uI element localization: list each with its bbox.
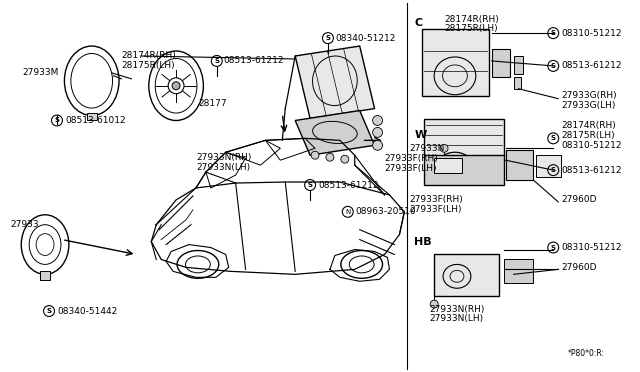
Text: 28174R(RH): 28174R(RH) xyxy=(122,51,176,61)
Bar xyxy=(434,254,499,296)
Text: 27933N(LH): 27933N(LH) xyxy=(429,314,483,324)
Text: 27933F(RH): 27933F(RH) xyxy=(410,195,463,204)
Text: S: S xyxy=(551,135,556,141)
Text: C: C xyxy=(414,18,422,28)
Text: 28175R(LH): 28175R(LH) xyxy=(561,131,615,140)
Text: 27933F(LH): 27933F(LH) xyxy=(410,205,462,214)
Polygon shape xyxy=(295,46,374,119)
Text: 08310-51212: 08310-51212 xyxy=(561,29,621,38)
Text: S: S xyxy=(47,308,52,314)
Text: 28175R(LH): 28175R(LH) xyxy=(122,61,175,70)
Circle shape xyxy=(311,151,319,159)
Circle shape xyxy=(372,128,383,137)
Bar xyxy=(87,113,97,121)
Circle shape xyxy=(168,78,184,94)
Text: 27933G(LH): 27933G(LH) xyxy=(561,101,616,110)
Circle shape xyxy=(172,82,180,90)
Text: S: S xyxy=(308,182,312,188)
Circle shape xyxy=(372,140,383,150)
Text: 28175R(LH): 28175R(LH) xyxy=(444,24,498,33)
Text: 08340-51442: 08340-51442 xyxy=(57,307,117,315)
Bar xyxy=(513,77,522,89)
Text: 08513-61212: 08513-61212 xyxy=(224,57,284,65)
Bar xyxy=(506,150,533,180)
Text: 08340-51212: 08340-51212 xyxy=(335,33,396,43)
Text: 27933N(RH): 27933N(RH) xyxy=(196,153,252,162)
Text: 08513-61212: 08513-61212 xyxy=(561,166,621,174)
Circle shape xyxy=(440,144,448,152)
Text: 08310-51212: 08310-51212 xyxy=(561,243,621,252)
Text: HB: HB xyxy=(414,237,432,247)
Bar xyxy=(513,56,524,74)
Text: 28174R(RH): 28174R(RH) xyxy=(444,15,499,24)
Circle shape xyxy=(372,116,383,125)
Text: 28177: 28177 xyxy=(198,99,227,108)
Text: W: W xyxy=(414,130,426,140)
Text: S: S xyxy=(214,58,220,64)
Text: 27960D: 27960D xyxy=(561,195,596,204)
Text: S: S xyxy=(551,167,556,173)
Text: S: S xyxy=(551,30,556,36)
Text: 27933N(LH): 27933N(LH) xyxy=(196,163,250,171)
Text: 27933: 27933 xyxy=(10,220,39,229)
Bar xyxy=(504,259,533,283)
Text: S: S xyxy=(551,63,556,69)
Text: S: S xyxy=(54,118,60,124)
Text: 27933N(RH): 27933N(RH) xyxy=(429,305,484,314)
Circle shape xyxy=(430,300,438,308)
Bar xyxy=(424,119,504,156)
Text: 08310-51212: 08310-51212 xyxy=(561,141,621,150)
Text: 27933N: 27933N xyxy=(410,144,445,153)
Text: 28174R(RH): 28174R(RH) xyxy=(561,121,616,130)
Text: 08513-61012: 08513-61012 xyxy=(65,116,125,125)
Text: *P80*0:R:: *P80*0:R: xyxy=(568,349,605,358)
Text: 08513-61212: 08513-61212 xyxy=(561,61,621,70)
Polygon shape xyxy=(422,29,489,96)
Text: 08513-61212: 08513-61212 xyxy=(318,180,378,189)
Polygon shape xyxy=(295,110,374,155)
Text: 27960D: 27960D xyxy=(561,263,596,272)
Text: N: N xyxy=(345,209,351,215)
Bar xyxy=(424,155,504,185)
Text: S: S xyxy=(551,244,556,250)
Circle shape xyxy=(341,155,349,163)
Text: 27933M: 27933M xyxy=(22,68,59,77)
Circle shape xyxy=(326,153,334,161)
Bar xyxy=(492,49,509,77)
Text: 27933F(LH): 27933F(LH) xyxy=(385,164,437,173)
Bar xyxy=(536,155,561,177)
Text: 27933F(RH): 27933F(RH) xyxy=(385,154,438,163)
Bar xyxy=(434,158,462,173)
Bar xyxy=(40,271,50,280)
Text: 08963-20510: 08963-20510 xyxy=(356,207,417,216)
Text: 27933G(RH): 27933G(RH) xyxy=(561,91,617,100)
Text: S: S xyxy=(326,35,330,41)
